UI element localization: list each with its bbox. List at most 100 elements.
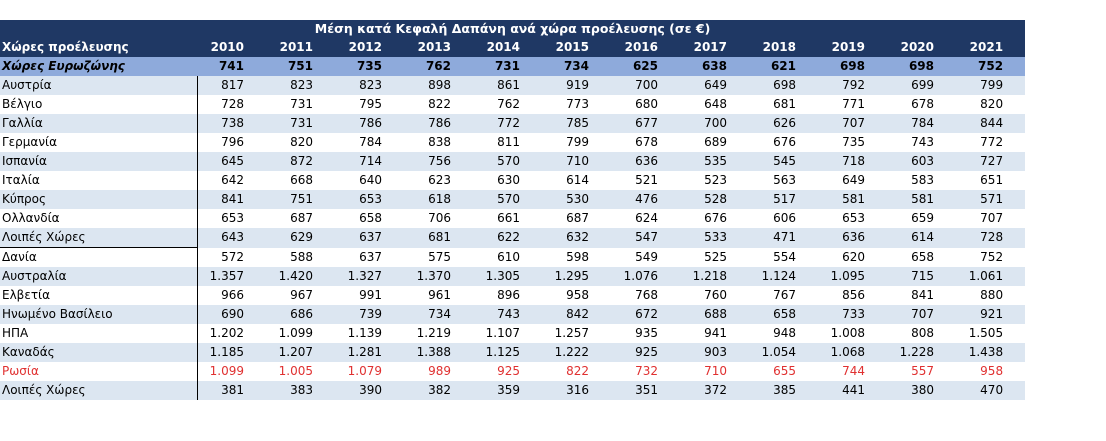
- value-cell: 517: [749, 190, 818, 209]
- data-row: Αυστραλία 1.357 1.420 1.327 1.370 1.305 1.295 1…: [0, 267, 1026, 286]
- value-cell: 1.124: [749, 267, 818, 286]
- value-cell: 744: [842, 364, 865, 378]
- value-cell: 637: [359, 249, 382, 264]
- value-cell: 638: [680, 57, 749, 76]
- header-row: Χώρες προέλευσης 2010 2011 2012 2013 2014 2015…: [0, 38, 1026, 57]
- year-header: 2013: [404, 38, 473, 57]
- value-cell: 734: [542, 57, 611, 76]
- value-cell: 731: [473, 57, 542, 76]
- value-cell: 919: [542, 76, 611, 95]
- value-cell: 823: [335, 76, 404, 95]
- value-cell: 621: [749, 57, 818, 76]
- value-cell: 751: [266, 190, 335, 209]
- value-cell: 659: [911, 211, 934, 225]
- value-cell: 728: [221, 97, 244, 111]
- value-cell: 844: [956, 114, 1026, 133]
- value-cell: 898: [404, 76, 473, 95]
- value-cell: 653: [221, 211, 244, 225]
- value-cell: 381: [197, 381, 266, 400]
- year-header: 2012: [335, 38, 404, 57]
- value-cell: 687: [566, 211, 589, 225]
- value-cell: 351: [611, 381, 680, 400]
- data-row: Γαλλία 738 731 786 786 772 785 677 700 626 707 784 8…: [0, 114, 1026, 133]
- value-cell: 380: [887, 381, 956, 400]
- value-cell: 390: [335, 381, 404, 400]
- value-cell: 649: [842, 173, 865, 187]
- value-cell: 1.295: [542, 267, 611, 286]
- value-cell: 841: [197, 190, 266, 209]
- data-row: Ισπανία 645 872 714 756 570 710 636 535 545 718 603…: [0, 152, 1026, 171]
- value-cell: 718: [818, 152, 887, 171]
- country-name: Χώρες Ευρωζώνης: [0, 57, 197, 76]
- value-cell: 557: [911, 364, 934, 378]
- value-cell: 622: [473, 228, 542, 248]
- country-name: ΗΠΑ: [0, 324, 198, 343]
- value-cell: 735: [335, 57, 404, 76]
- value-cell: 1.107: [485, 326, 520, 340]
- value-cell: 880: [980, 288, 1004, 302]
- value-cell: 1.327: [335, 267, 404, 286]
- value-cell: 563: [773, 173, 796, 187]
- value-cell: 948: [773, 326, 796, 340]
- value-cell: 677: [611, 114, 680, 133]
- country-name: Καναδάς: [0, 343, 198, 362]
- value-cell: 706: [428, 211, 451, 225]
- country-name: Γερμανία: [0, 133, 198, 152]
- value-cell: 359: [473, 381, 542, 400]
- value-cell: 570: [473, 152, 542, 171]
- value-cell: 530: [542, 190, 611, 209]
- value-cell: 678: [911, 97, 934, 111]
- country-name: Λοιπές Χώρες: [0, 381, 198, 400]
- value-cell: 925: [497, 364, 520, 378]
- value-cell: 651: [980, 173, 1004, 187]
- value-cell: 856: [842, 288, 865, 302]
- data-row: Κύπρος 841 751 653 618 570 530 476 528 517 581 581 5…: [0, 190, 1026, 209]
- value-cell: 896: [497, 288, 520, 302]
- value-cell: 686: [266, 305, 335, 324]
- value-cell: 710: [704, 364, 727, 378]
- value-cell: 1.222: [542, 343, 611, 362]
- value-cell: 727: [956, 152, 1026, 171]
- value-cell: 735: [842, 135, 865, 149]
- value-cell: 658: [749, 305, 818, 324]
- value-cell: 549: [635, 249, 658, 264]
- value-cell: 632: [542, 228, 611, 248]
- value-cell: 620: [842, 249, 865, 264]
- value-cell: 842: [542, 305, 611, 324]
- value-cell: 606: [773, 211, 796, 225]
- value-cell: 707: [818, 114, 887, 133]
- value-cell: 1.008: [830, 326, 865, 340]
- year-header: 2019: [818, 38, 887, 57]
- country-name: Κύπρος: [0, 190, 198, 209]
- value-cell: 570: [473, 190, 542, 209]
- value-cell: 1.218: [680, 267, 749, 286]
- value-cell: 786: [404, 114, 473, 133]
- value-cell: 731: [290, 97, 313, 111]
- value-cell: 733: [818, 305, 887, 324]
- value-cell: 581: [818, 190, 887, 209]
- value-cell: 687: [290, 211, 313, 225]
- data-row: Καναδάς 1.185 1.207 1.281 1.388 1.125 1.222 925…: [0, 343, 1026, 362]
- value-cell: 699: [887, 76, 956, 95]
- column-header: Χώρες προέλευσης: [0, 38, 197, 57]
- value-cell: 681: [404, 228, 473, 248]
- value-cell: 471: [749, 228, 818, 248]
- value-cell: 715: [887, 267, 956, 286]
- value-cell: 823: [266, 76, 335, 95]
- value-cell: 1.505: [968, 326, 1004, 340]
- value-cell: 714: [335, 152, 404, 171]
- value-cell: 795: [359, 97, 382, 111]
- value-cell: 658: [911, 249, 934, 264]
- value-cell: 935: [635, 326, 658, 340]
- value-cell: 1.305: [473, 267, 542, 286]
- value-cell: 680: [635, 97, 658, 111]
- value-cell: 441: [818, 381, 887, 400]
- data-table: Μέση κατά Κεφαλή Δαπάνη ανά χώρα προέλευ…: [0, 20, 1026, 400]
- value-cell: 739: [335, 305, 404, 324]
- year-header: 2014: [473, 38, 542, 57]
- value-cell: 1.125: [473, 343, 542, 362]
- value-cell: 1.228: [887, 343, 956, 362]
- value-cell: 1.095: [818, 267, 887, 286]
- value-cell: 799: [956, 76, 1026, 95]
- value-cell: 792: [818, 76, 887, 95]
